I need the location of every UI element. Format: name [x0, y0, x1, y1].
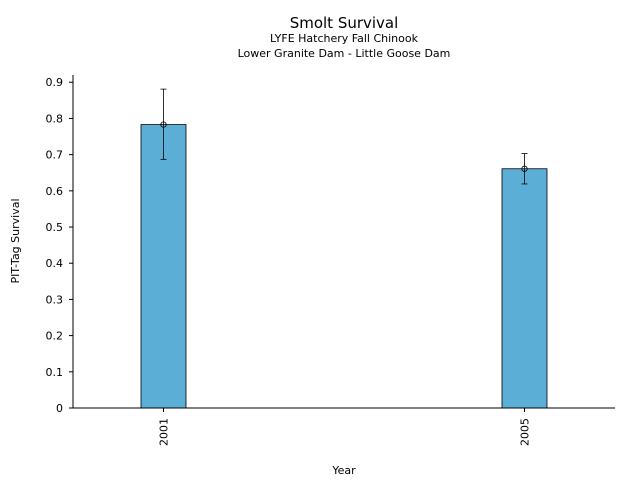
y-tick-label: 0.6 [46, 185, 64, 198]
y-tick-label: 0.5 [46, 221, 64, 234]
y-tick-label: 0.7 [46, 149, 64, 162]
bar [501, 168, 548, 409]
y-tick-label: 0.4 [46, 257, 64, 270]
chart-subtitle-line-1: LYFE Hatchery Fall Chinook [270, 32, 419, 45]
x-tick-label: 2001 [158, 418, 171, 446]
x-tick-label: 2005 [519, 418, 532, 446]
x-axis-label: Year [331, 464, 356, 477]
plot-area [140, 88, 548, 409]
y-tick-label: 0.9 [46, 76, 64, 89]
y-tick-label: 0 [56, 402, 63, 415]
data-point-marker [521, 165, 528, 172]
data-point-marker [160, 121, 167, 128]
bar [140, 124, 187, 409]
y-tick-label: 0.8 [46, 112, 64, 125]
chart-subtitle-line-2: Lower Granite Dam - Little Goose Dam [238, 47, 451, 60]
chart-title: Smolt Survival [290, 14, 399, 32]
y-axis-label: PIT-Tag Survival [9, 198, 22, 283]
y-tick-label: 0.2 [46, 330, 64, 343]
y-tick-label: 0.1 [46, 366, 64, 379]
y-tick-label: 0.3 [46, 293, 64, 306]
